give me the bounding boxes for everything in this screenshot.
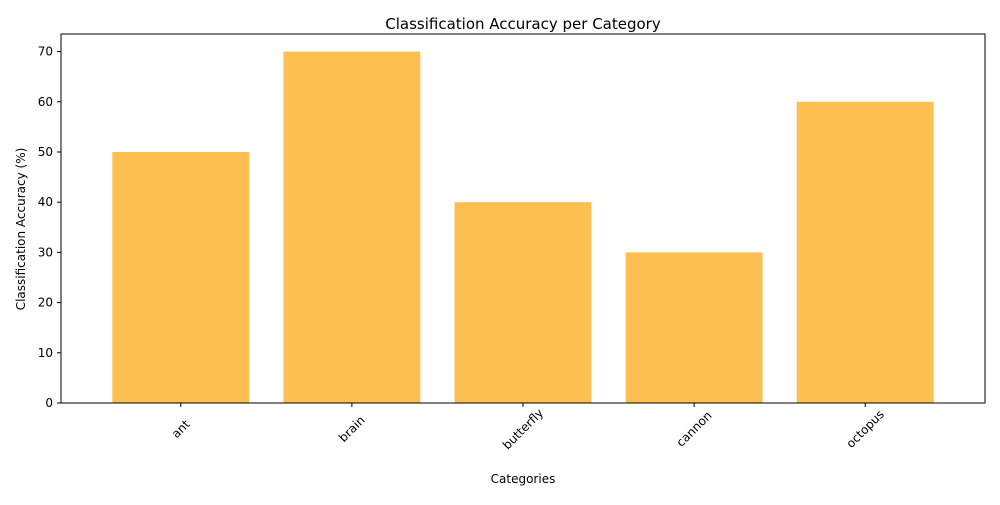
x-tick-label: butterfly [500,406,546,452]
x-ticks: ant brain butterfly cannon octopus [169,403,887,452]
bar-brain [283,51,421,403]
bars-layer [112,51,934,403]
y-tick-label: 30 [38,245,53,259]
y-axis-label: Classification Accuracy (%) [14,148,28,311]
x-tick-label: ant [169,417,193,441]
y-tick-label: 0 [45,396,53,410]
y-tick-label: 10 [38,346,53,360]
bar-butterfly [454,202,592,403]
y-tick-label: 60 [38,95,53,109]
y-tick-label: 20 [38,296,53,310]
x-tick-label: brain [336,413,368,445]
bar-ant [112,151,250,403]
plot-area-frame [60,33,986,404]
x-tick-label: cannon [674,408,715,449]
y-tick-label: 70 [38,45,53,59]
y-ticks: 0 10 20 30 40 50 60 70 [38,45,61,410]
bar-octopus [796,101,934,403]
chart-title: Classification Accuracy per Category [385,15,661,33]
x-axis-label: Categories [491,472,556,486]
y-tick-label: 50 [38,145,53,159]
bar-cannon [625,252,763,403]
x-tick-label: octopus [843,407,886,450]
y-tick-label: 40 [38,195,53,209]
